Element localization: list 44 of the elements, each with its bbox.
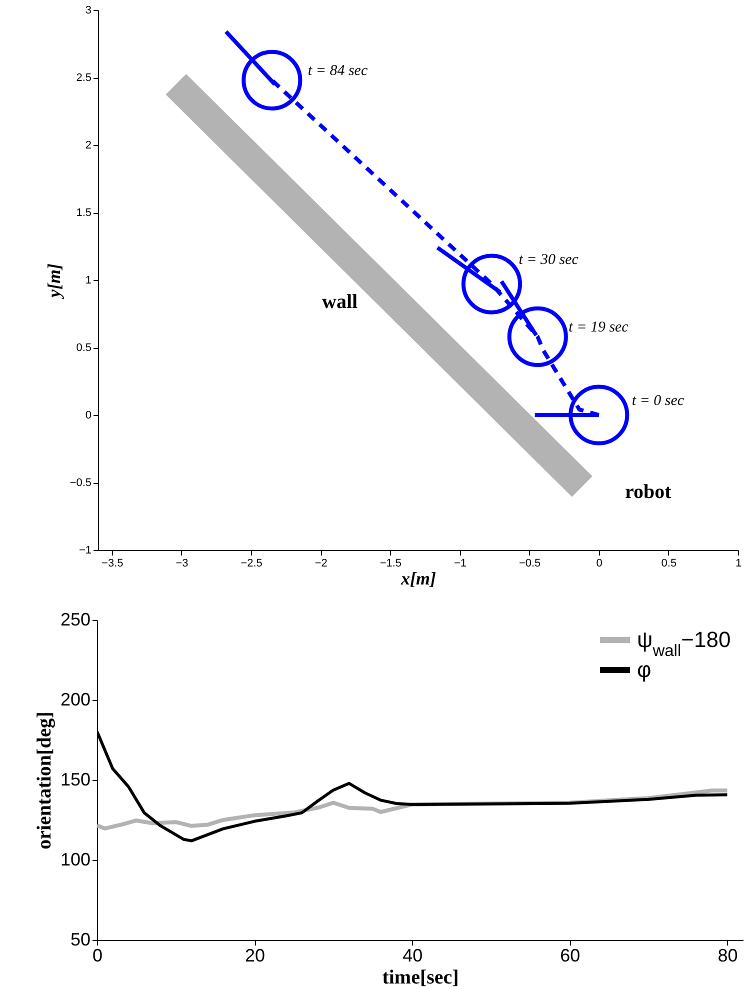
y-tick-label: 1.5: [76, 207, 92, 219]
y-tick-label: 1: [85, 274, 92, 286]
y-axis-title: y[m]: [44, 264, 64, 300]
x-tick-label: −2.5: [240, 558, 262, 570]
x-tick-label: −1: [454, 558, 467, 570]
y-tick-label: −0.5: [70, 477, 92, 489]
annotation: t = 84 sec: [308, 63, 368, 80]
y-tick-label: 100: [60, 850, 90, 870]
annotation: t = 30 sec: [518, 252, 579, 268]
y-tick-label: 3: [85, 4, 92, 16]
y-tick-label: 50: [70, 930, 90, 950]
point: [507, 306, 568, 367]
x-tick-label: 20: [245, 946, 266, 966]
y-tick-label: 250: [60, 610, 90, 630]
annotation: wall: [322, 291, 358, 313]
x-tick-label: 80: [718, 946, 738, 966]
x-tick-label: 0: [596, 558, 602, 570]
x-tick-label: −2: [314, 558, 328, 570]
y-tick-label: 0: [85, 410, 92, 422]
point: [568, 384, 630, 446]
x-tick-label: 0.5: [661, 558, 677, 570]
x-tick-label: 1: [735, 558, 742, 570]
y-tick-label: 0.5: [76, 342, 92, 354]
annotation: t = 0 sec: [632, 393, 684, 409]
x-tick-label: −1.5: [380, 558, 402, 570]
legend-label: ψ$_{wall}$−180: [637, 627, 731, 660]
annotation: robot: [625, 481, 672, 503]
x-tick-label: −3.5: [102, 558, 124, 570]
y-tick-label: 2.5: [76, 72, 92, 84]
x-tick-label: −3: [176, 558, 188, 570]
y-tick-label: 150: [60, 770, 90, 790]
x-axis-title: time[sec]: [382, 966, 459, 988]
point: [461, 254, 522, 314]
y-tick-label: 200: [60, 690, 90, 710]
point: [242, 50, 302, 110]
x-tick-label: 40: [402, 946, 423, 966]
y-axis-title: orientation[deg]: [33, 712, 56, 850]
x-axis-title: x[m]: [400, 568, 436, 588]
legend-label: φ: [637, 657, 652, 682]
annotation: t = 19 sec: [568, 320, 629, 336]
x-tick-label: 60: [560, 946, 580, 966]
y-tick-label: 2: [85, 140, 92, 152]
y-tick-label: −1: [78, 544, 92, 556]
x-tick-label: −0.5: [518, 558, 541, 570]
